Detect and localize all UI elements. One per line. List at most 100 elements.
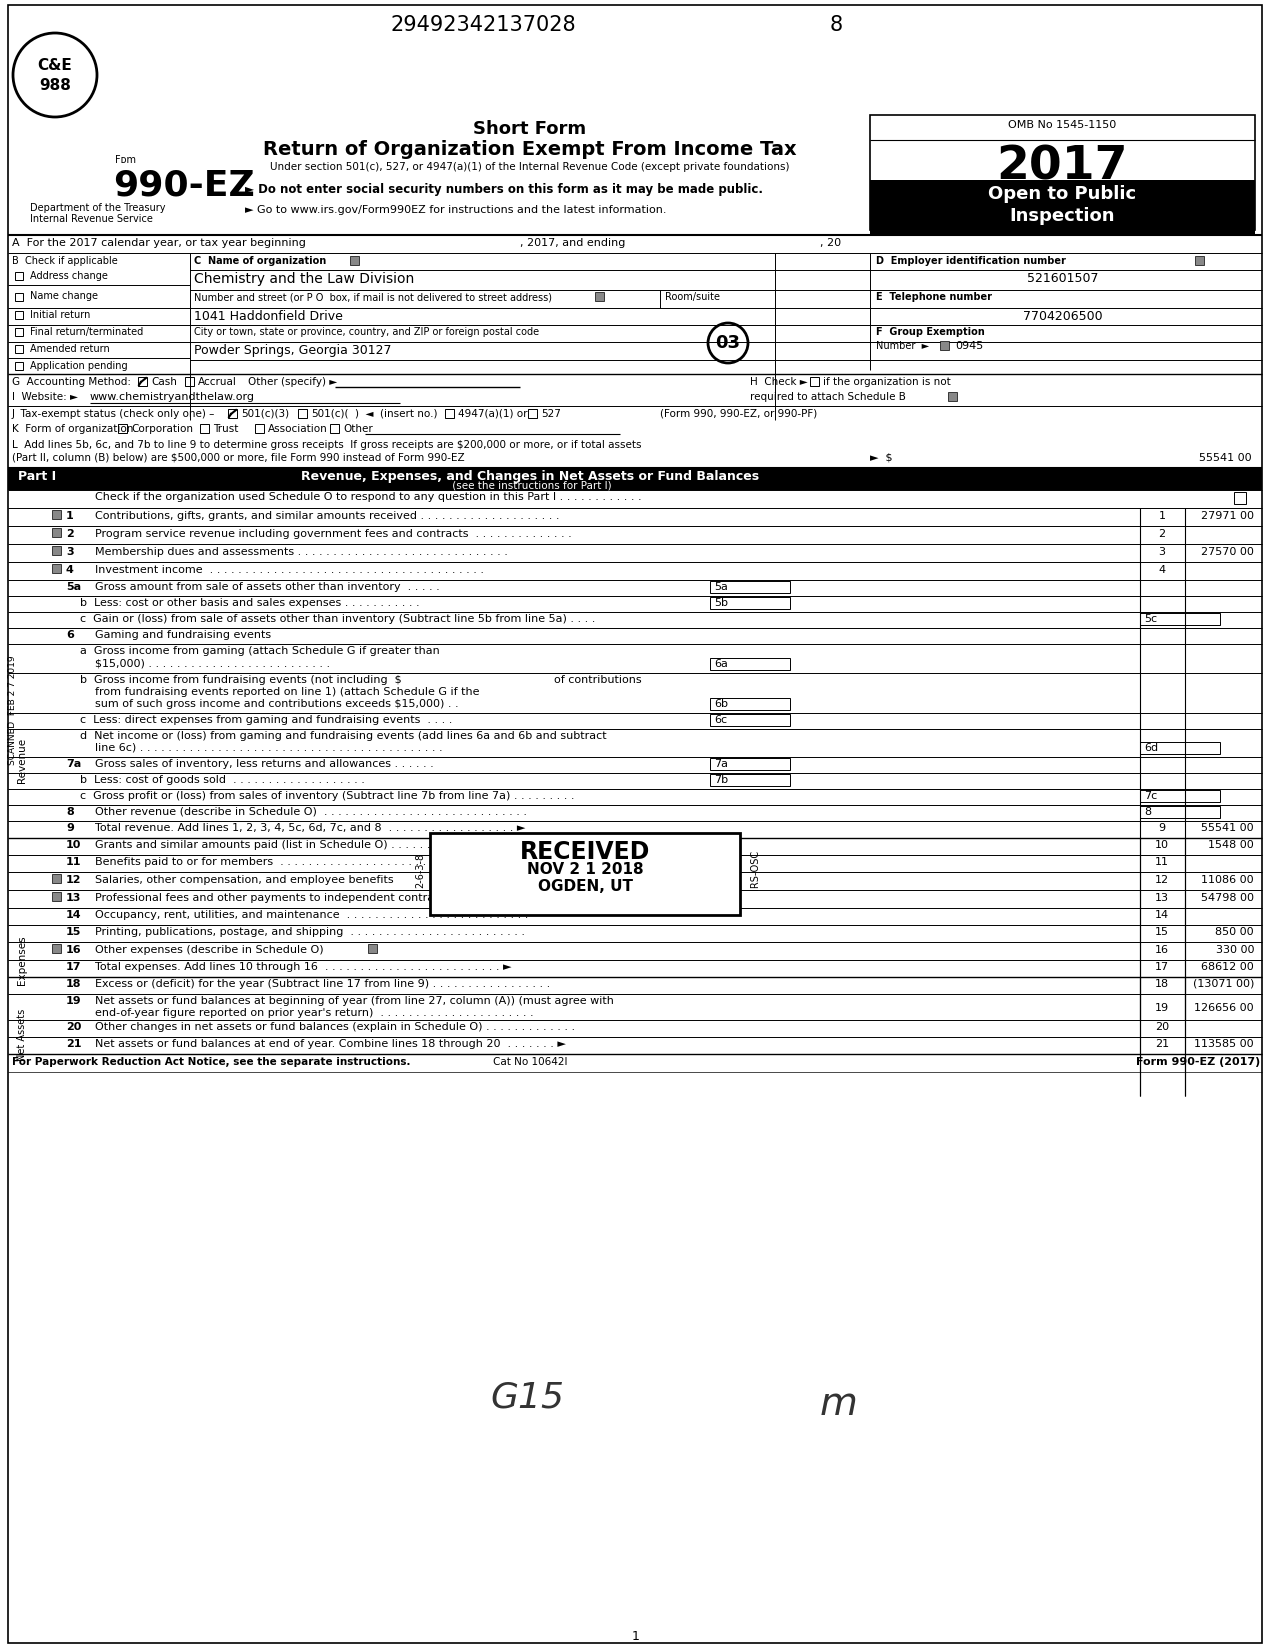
- Text: Short Form: Short Form: [473, 120, 586, 139]
- Text: , 2017, and ending: , 2017, and ending: [520, 238, 626, 248]
- Text: 68612 00: 68612 00: [1201, 962, 1254, 972]
- Text: c  Gain or (loss) from sale of assets other than inventory (Subtract line 5b fro: c Gain or (loss) from sale of assets oth…: [80, 614, 595, 624]
- Text: www.chemistryandthelaw.org: www.chemistryandthelaw.org: [90, 393, 254, 403]
- Text: E  Telephone number: E Telephone number: [876, 292, 992, 302]
- Text: 16: 16: [1155, 945, 1169, 955]
- Text: Powder Springs, Georgia 30127: Powder Springs, Georgia 30127: [195, 343, 392, 356]
- Text: Membership dues and assessments . . . . . . . . . . . . . . . . . . . . . . . . : Membership dues and assessments . . . . …: [95, 548, 508, 558]
- Text: L  Add lines 5b, 6c, and 7b to line 9 to determine gross receipts  If gross rece: L Add lines 5b, 6c, and 7b to line 9 to …: [11, 441, 641, 450]
- Text: F  Group Exemption: F Group Exemption: [876, 327, 985, 337]
- Text: c  Gross profit or (loss) from sales of inventory (Subtract line 7b from line 7a: c Gross profit or (loss) from sales of i…: [80, 790, 575, 800]
- Text: a  Gross income from gaming (attach Schedule G if greater than: a Gross income from gaming (attach Sched…: [80, 647, 440, 657]
- Text: Form 990-EZ (2017): Form 990-EZ (2017): [1136, 1058, 1261, 1068]
- Bar: [710, 597, 790, 609]
- Text: end-of-year figure reported on prior year's return)  . . . . . . . . . . . . . .: end-of-year figure reported on prior yea…: [95, 1008, 534, 1018]
- Text: Under section 501(c), 527, or 4947(a)(1) of the Internal Revenue Code (except pr: Under section 501(c), 527, or 4947(a)(1)…: [270, 162, 790, 172]
- Text: (see the instructions for Part I): (see the instructions for Part I): [449, 482, 612, 492]
- Text: Printing, publications, postage, and shipping  . . . . . . . . . . . . . . . . .: Printing, publications, postage, and shi…: [95, 927, 525, 937]
- Text: 6b: 6b: [714, 700, 728, 710]
- Text: 5b: 5b: [714, 597, 728, 607]
- Bar: [1140, 805, 1220, 818]
- Bar: [15, 294, 23, 300]
- Text: Total expenses. Add lines 10 through 16  . . . . . . . . . . . . . . . . . . . .: Total expenses. Add lines 10 through 16 …: [95, 962, 511, 972]
- Text: 4947(a)(1) or: 4947(a)(1) or: [458, 409, 528, 419]
- Text: 18: 18: [1155, 978, 1169, 988]
- Bar: [15, 310, 23, 318]
- Bar: [329, 424, 340, 432]
- Text: 4: 4: [66, 564, 74, 574]
- Text: Corporation: Corporation: [131, 424, 193, 434]
- Text: Amended return: Amended return: [31, 343, 109, 355]
- Text: Professional fees and other payments to independent contractors: Professional fees and other payments to …: [95, 893, 462, 903]
- Text: Application pending: Application pending: [31, 361, 127, 371]
- Text: Expenses: Expenses: [17, 936, 27, 985]
- Text: 11086 00: 11086 00: [1201, 874, 1254, 884]
- Text: 521601507: 521601507: [1028, 272, 1099, 285]
- Bar: [1194, 256, 1205, 266]
- Text: NOV 2 1 2018: NOV 2 1 2018: [527, 861, 644, 878]
- Text: 11: 11: [1155, 856, 1169, 866]
- Text: Investment income  . . . . . . . . . . . . . . . . . . . . . . . . . . . . . . .: Investment income . . . . . . . . . . . …: [95, 564, 485, 574]
- Text: Inspection: Inspection: [1009, 206, 1114, 224]
- Text: 27971 00: 27971 00: [1201, 512, 1254, 521]
- Text: 12: 12: [1155, 874, 1169, 884]
- Text: 7a: 7a: [714, 759, 728, 769]
- Text: Other changes in net assets or fund balances (explain in Schedule O) . . . . . .: Other changes in net assets or fund bala…: [95, 1021, 575, 1031]
- Text: Grants and similar amounts paid (list in Schedule O) . . . . . . . . . . . . . .: Grants and similar amounts paid (list in…: [95, 840, 544, 850]
- Text: Other expenses (describe in Schedule O): Other expenses (describe in Schedule O): [95, 945, 323, 955]
- Text: Address change: Address change: [31, 271, 108, 281]
- Bar: [184, 376, 195, 386]
- Text: A  For the 2017 calendar year, or tax year beginning: A For the 2017 calendar year, or tax yea…: [11, 238, 305, 248]
- Text: Other (specify) ►: Other (specify) ►: [248, 376, 337, 388]
- Text: Name change: Name change: [31, 290, 98, 300]
- Text: Room/suite: Room/suite: [665, 292, 720, 302]
- Text: ►  $: ► $: [870, 454, 893, 464]
- Text: (Part II, column (B) below) are $500,000 or more, file Form 990 instead of Form : (Part II, column (B) below) are $500,000…: [11, 454, 464, 464]
- Text: 10: 10: [1155, 840, 1169, 850]
- Text: 1548 00: 1548 00: [1208, 840, 1254, 850]
- Text: 13: 13: [1155, 893, 1169, 903]
- Bar: [528, 409, 537, 417]
- Text: 501(c)(3): 501(c)(3): [240, 409, 289, 419]
- Text: 8: 8: [1144, 807, 1151, 817]
- Text: Cash: Cash: [151, 376, 177, 388]
- Text: 20: 20: [66, 1021, 81, 1031]
- Text: 12: 12: [66, 874, 81, 884]
- Bar: [595, 292, 604, 300]
- Text: 527: 527: [541, 409, 561, 419]
- Text: I  Website: ►: I Website: ►: [11, 393, 78, 403]
- Bar: [228, 409, 237, 417]
- Bar: [710, 757, 790, 771]
- Text: 21: 21: [1155, 1040, 1169, 1049]
- Text: if the organization is not: if the organization is not: [823, 376, 950, 388]
- Text: 5a: 5a: [66, 582, 81, 592]
- Text: 988: 988: [39, 78, 71, 92]
- Text: 7c: 7c: [1144, 790, 1158, 800]
- Text: 11: 11: [66, 856, 81, 866]
- Text: 1: 1: [632, 1630, 640, 1643]
- Text: Initial return: Initial return: [31, 310, 90, 320]
- Text: Excess or (deficit) for the year (Subtract line 17 from line 9) . . . . . . . . : Excess or (deficit) for the year (Subtra…: [95, 978, 551, 988]
- Bar: [52, 893, 61, 901]
- Text: (13071 00): (13071 00): [1193, 978, 1254, 988]
- Text: Program service revenue including government fees and contracts  . . . . . . . .: Program service revenue including govern…: [95, 530, 571, 540]
- Bar: [137, 376, 148, 386]
- Text: 03: 03: [715, 333, 740, 351]
- Bar: [8, 469, 1262, 490]
- Text: c  Less: direct expenses from gaming and fundraising events  . . . .: c Less: direct expenses from gaming and …: [80, 714, 453, 724]
- Text: OMB No 1545-1150: OMB No 1545-1150: [1007, 120, 1116, 130]
- Text: 17: 17: [66, 962, 81, 972]
- Bar: [430, 833, 740, 916]
- Text: Salaries, other compensation, and employee benefits: Salaries, other compensation, and employ…: [95, 874, 393, 884]
- Bar: [200, 424, 209, 432]
- Text: 19: 19: [66, 997, 81, 1006]
- Text: K  Form of organization.: K Form of organization.: [11, 424, 137, 434]
- Text: 19: 19: [1155, 1003, 1169, 1013]
- Text: 501(c)(: 501(c)(: [310, 409, 349, 419]
- Text: 1041 Haddonfield Drive: 1041 Haddonfield Drive: [195, 310, 343, 323]
- Bar: [445, 409, 454, 417]
- Text: 990-EZ: 990-EZ: [113, 168, 254, 201]
- Text: Number and street (or P O  box, if mail is not delivered to street address): Number and street (or P O box, if mail i…: [195, 292, 552, 302]
- Text: , 20: , 20: [820, 238, 841, 248]
- Text: B  Check if applicable: B Check if applicable: [11, 256, 118, 266]
